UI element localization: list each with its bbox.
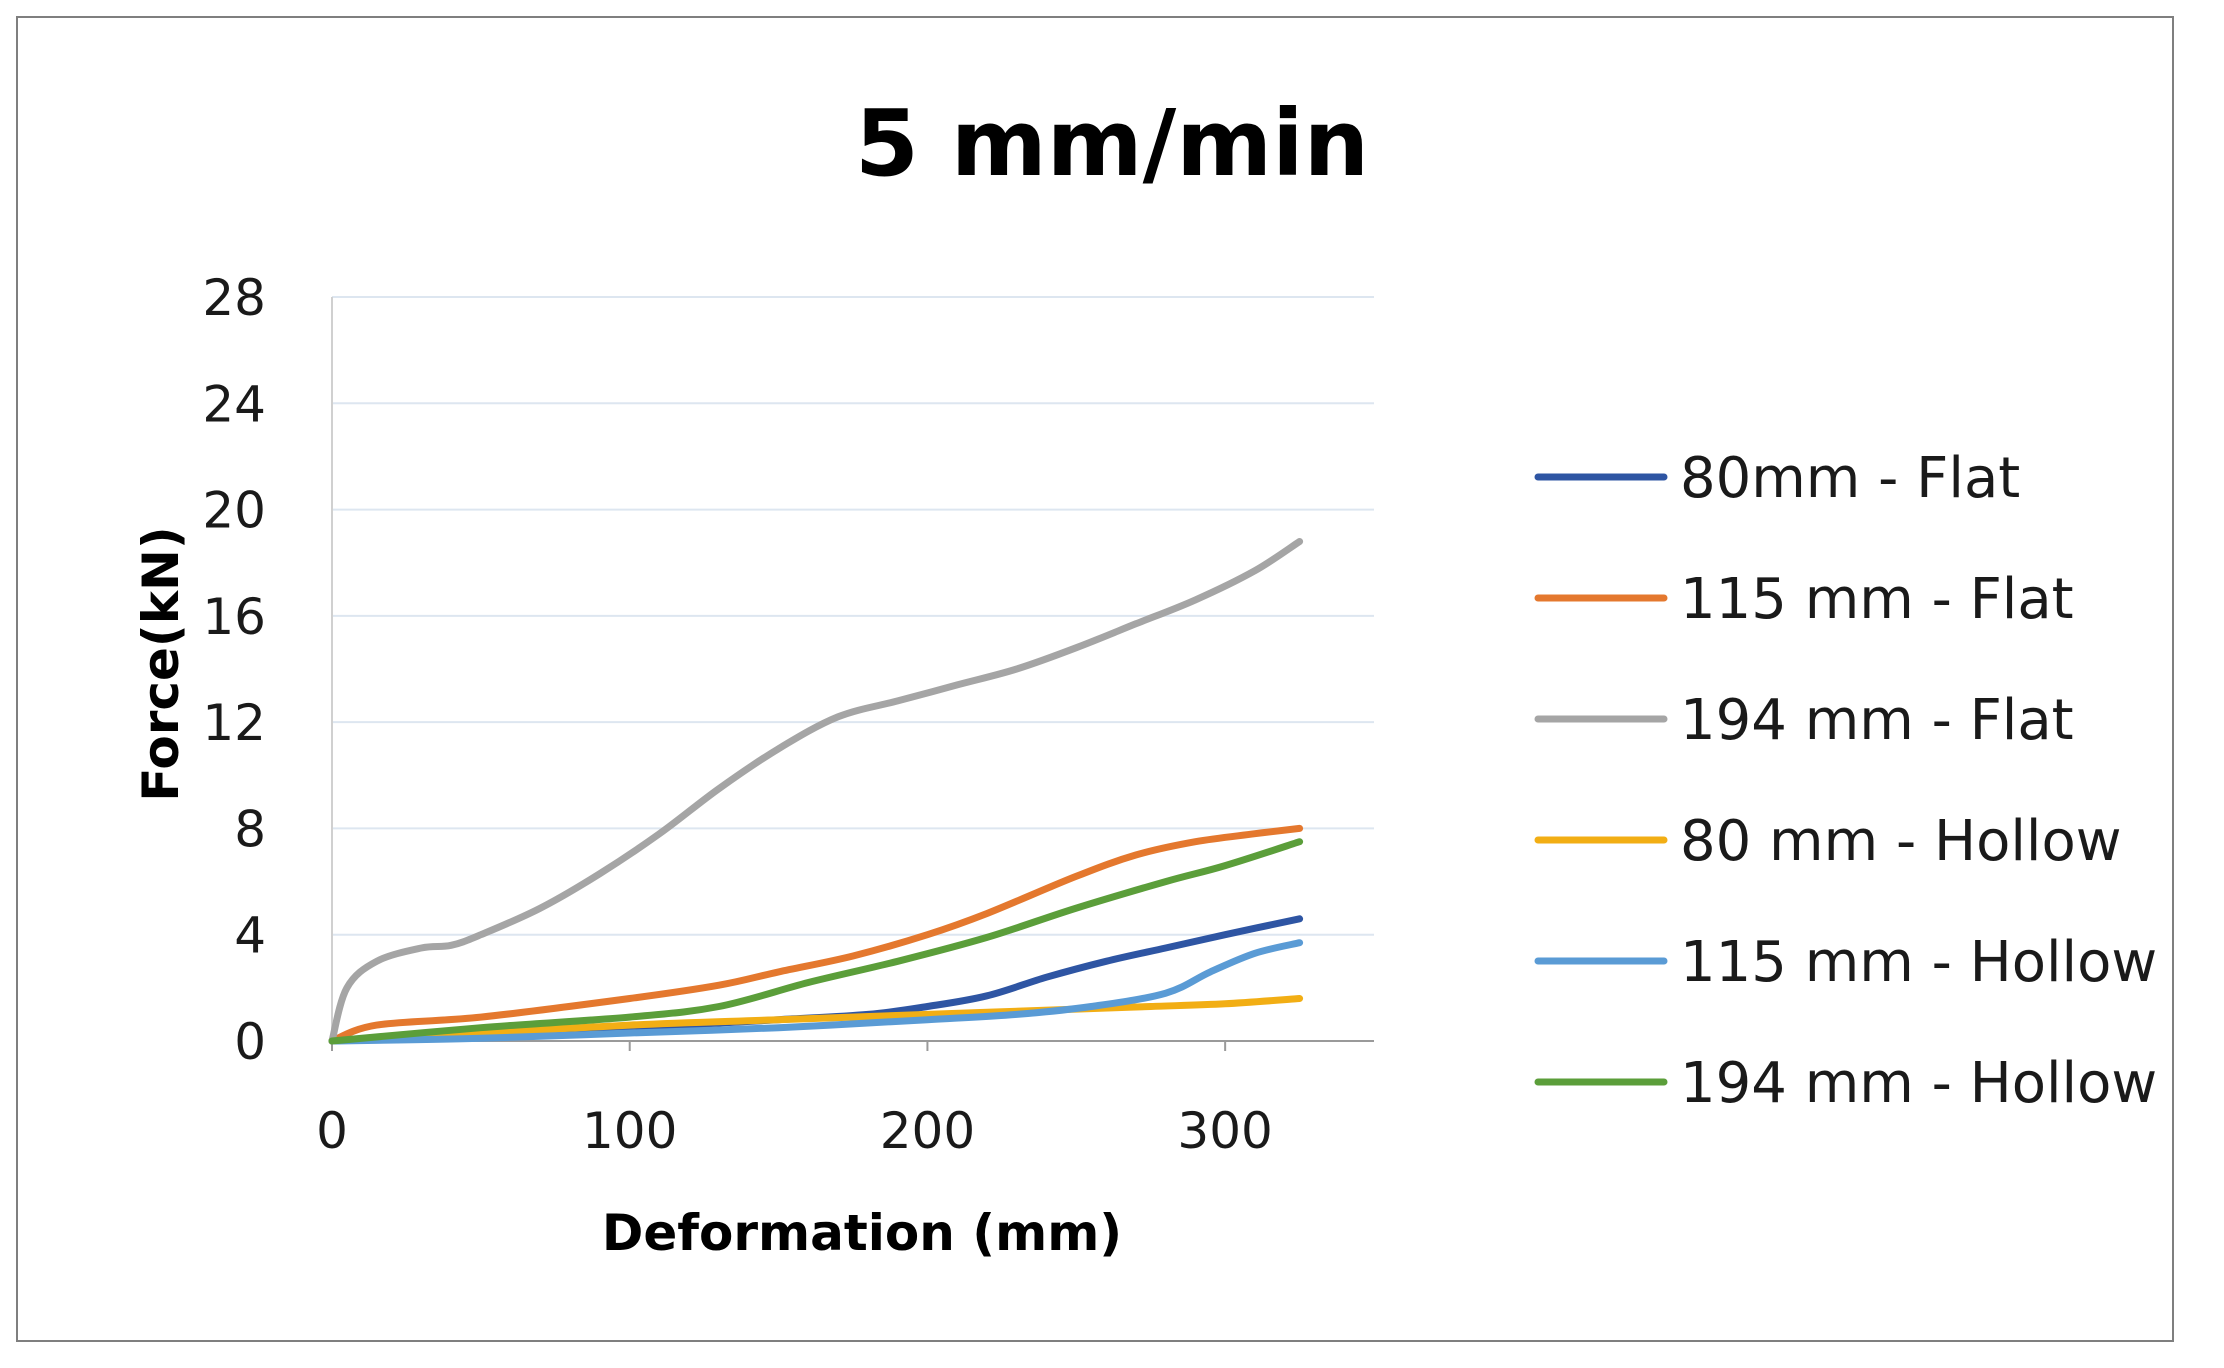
series-line-115-mm-flat [328, 824, 1304, 1045]
x-tick-label: 200 [880, 1102, 975, 1160]
y-tick-label: 20 [202, 482, 266, 540]
legend-item-194-mm-flat: 194 mm - Flat [1534, 688, 2074, 753]
x-tick-label: 100 [582, 1102, 677, 1160]
legend-label: 115 mm - Flat [1680, 567, 2074, 632]
legend-item-115-mm-hollow: 115 mm - Hollow [1534, 930, 2157, 995]
legend-label: 80 mm - Hollow [1680, 809, 2122, 874]
series-lines [328, 538, 1304, 1045]
x-tick-label: 0 [316, 1102, 348, 1160]
y-tick-label: 16 [202, 588, 266, 646]
series-line-115-mm-hollow [328, 939, 1304, 1045]
x-tick-label: 300 [1177, 1102, 1272, 1160]
series-line-80-mm-hollow [328, 995, 1304, 1045]
y-tick-label: 24 [202, 375, 266, 433]
y-tick-label: 12 [202, 694, 266, 752]
legend-item-115-mm-flat: 115 mm - Flat [1534, 567, 2074, 632]
series-line-194-mm-hollow [328, 838, 1304, 1045]
legend-label: 194 mm - Flat [1680, 688, 2074, 753]
chart-frame [16, 16, 2174, 1342]
legend-label: 80mm - Flat [1680, 446, 2020, 511]
x-axis-title: Deformation (mm) [602, 1204, 1122, 1262]
y-tick-label: 0 [234, 1013, 266, 1071]
legend-item-194-mm-hollow: 194 mm - Hollow [1534, 1051, 2157, 1116]
gridlines [332, 296, 1374, 936]
y-tick-label: 4 [234, 907, 266, 965]
chart-title: 5 mm/min [855, 90, 1369, 197]
legend-item-80-mm-hollow: 80 mm - Hollow [1534, 809, 2122, 874]
y-tick-label: 28 [202, 269, 266, 327]
tick-labels: 0 4 8 12 16 20 24 28 0 100 200 300 [202, 269, 1272, 1160]
legend: 80mm - Flat 115 mm - Flat 194 mm - Flat 80 … [1534, 446, 2157, 1116]
series-line-194-mm-flat [328, 538, 1304, 1045]
y-axis-title: Force(kN) [132, 526, 190, 802]
legend-label: 115 mm - Hollow [1680, 930, 2157, 995]
y-tick-label: 8 [234, 800, 266, 858]
legend-label: 194 mm - Hollow [1680, 1051, 2157, 1116]
legend-item-80mm-flat: 80mm - Flat [1534, 446, 2020, 511]
